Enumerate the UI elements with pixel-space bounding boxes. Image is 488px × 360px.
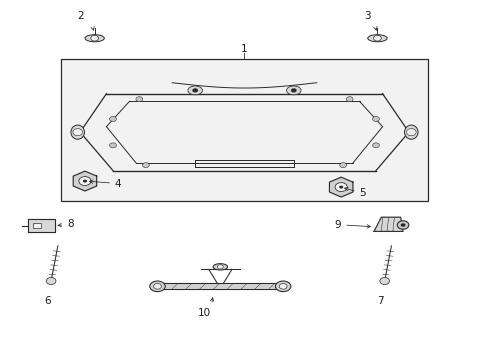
- Polygon shape: [157, 283, 283, 289]
- Text: 9: 9: [334, 220, 370, 230]
- Circle shape: [396, 221, 408, 229]
- Ellipse shape: [213, 264, 227, 270]
- Bar: [61, 59, 427, 201]
- Circle shape: [373, 35, 381, 41]
- Polygon shape: [329, 177, 352, 197]
- Polygon shape: [373, 217, 402, 231]
- Circle shape: [339, 163, 346, 168]
- Text: 10: 10: [198, 307, 211, 318]
- Circle shape: [279, 283, 286, 289]
- Text: 5: 5: [344, 188, 366, 198]
- Circle shape: [339, 186, 343, 189]
- Ellipse shape: [367, 35, 386, 42]
- Text: 1: 1: [241, 44, 247, 54]
- Circle shape: [217, 265, 223, 269]
- Text: 4: 4: [89, 179, 122, 189]
- Circle shape: [334, 183, 346, 192]
- Circle shape: [372, 143, 379, 148]
- Text: 8: 8: [58, 219, 74, 229]
- Polygon shape: [73, 171, 97, 191]
- Ellipse shape: [71, 125, 84, 139]
- Circle shape: [346, 97, 352, 102]
- Ellipse shape: [85, 35, 104, 42]
- Text: 7: 7: [377, 296, 384, 306]
- Circle shape: [73, 129, 82, 136]
- Polygon shape: [28, 219, 54, 233]
- Circle shape: [153, 283, 161, 289]
- Circle shape: [136, 97, 142, 102]
- Bar: [33, 223, 41, 228]
- Text: 6: 6: [44, 296, 50, 306]
- Circle shape: [400, 223, 405, 227]
- Ellipse shape: [149, 281, 165, 292]
- Circle shape: [192, 88, 198, 93]
- Circle shape: [46, 278, 56, 284]
- Circle shape: [379, 278, 389, 284]
- Ellipse shape: [404, 125, 417, 139]
- Text: 2: 2: [77, 10, 83, 21]
- Circle shape: [109, 117, 116, 121]
- Ellipse shape: [286, 86, 301, 95]
- Ellipse shape: [275, 281, 290, 292]
- Circle shape: [91, 35, 98, 41]
- Circle shape: [109, 143, 116, 148]
- Circle shape: [142, 163, 149, 168]
- Circle shape: [290, 88, 296, 93]
- Circle shape: [83, 180, 87, 183]
- Circle shape: [372, 117, 379, 121]
- Ellipse shape: [187, 86, 202, 95]
- Text: 3: 3: [363, 10, 370, 21]
- Circle shape: [406, 129, 415, 136]
- Circle shape: [79, 177, 91, 185]
